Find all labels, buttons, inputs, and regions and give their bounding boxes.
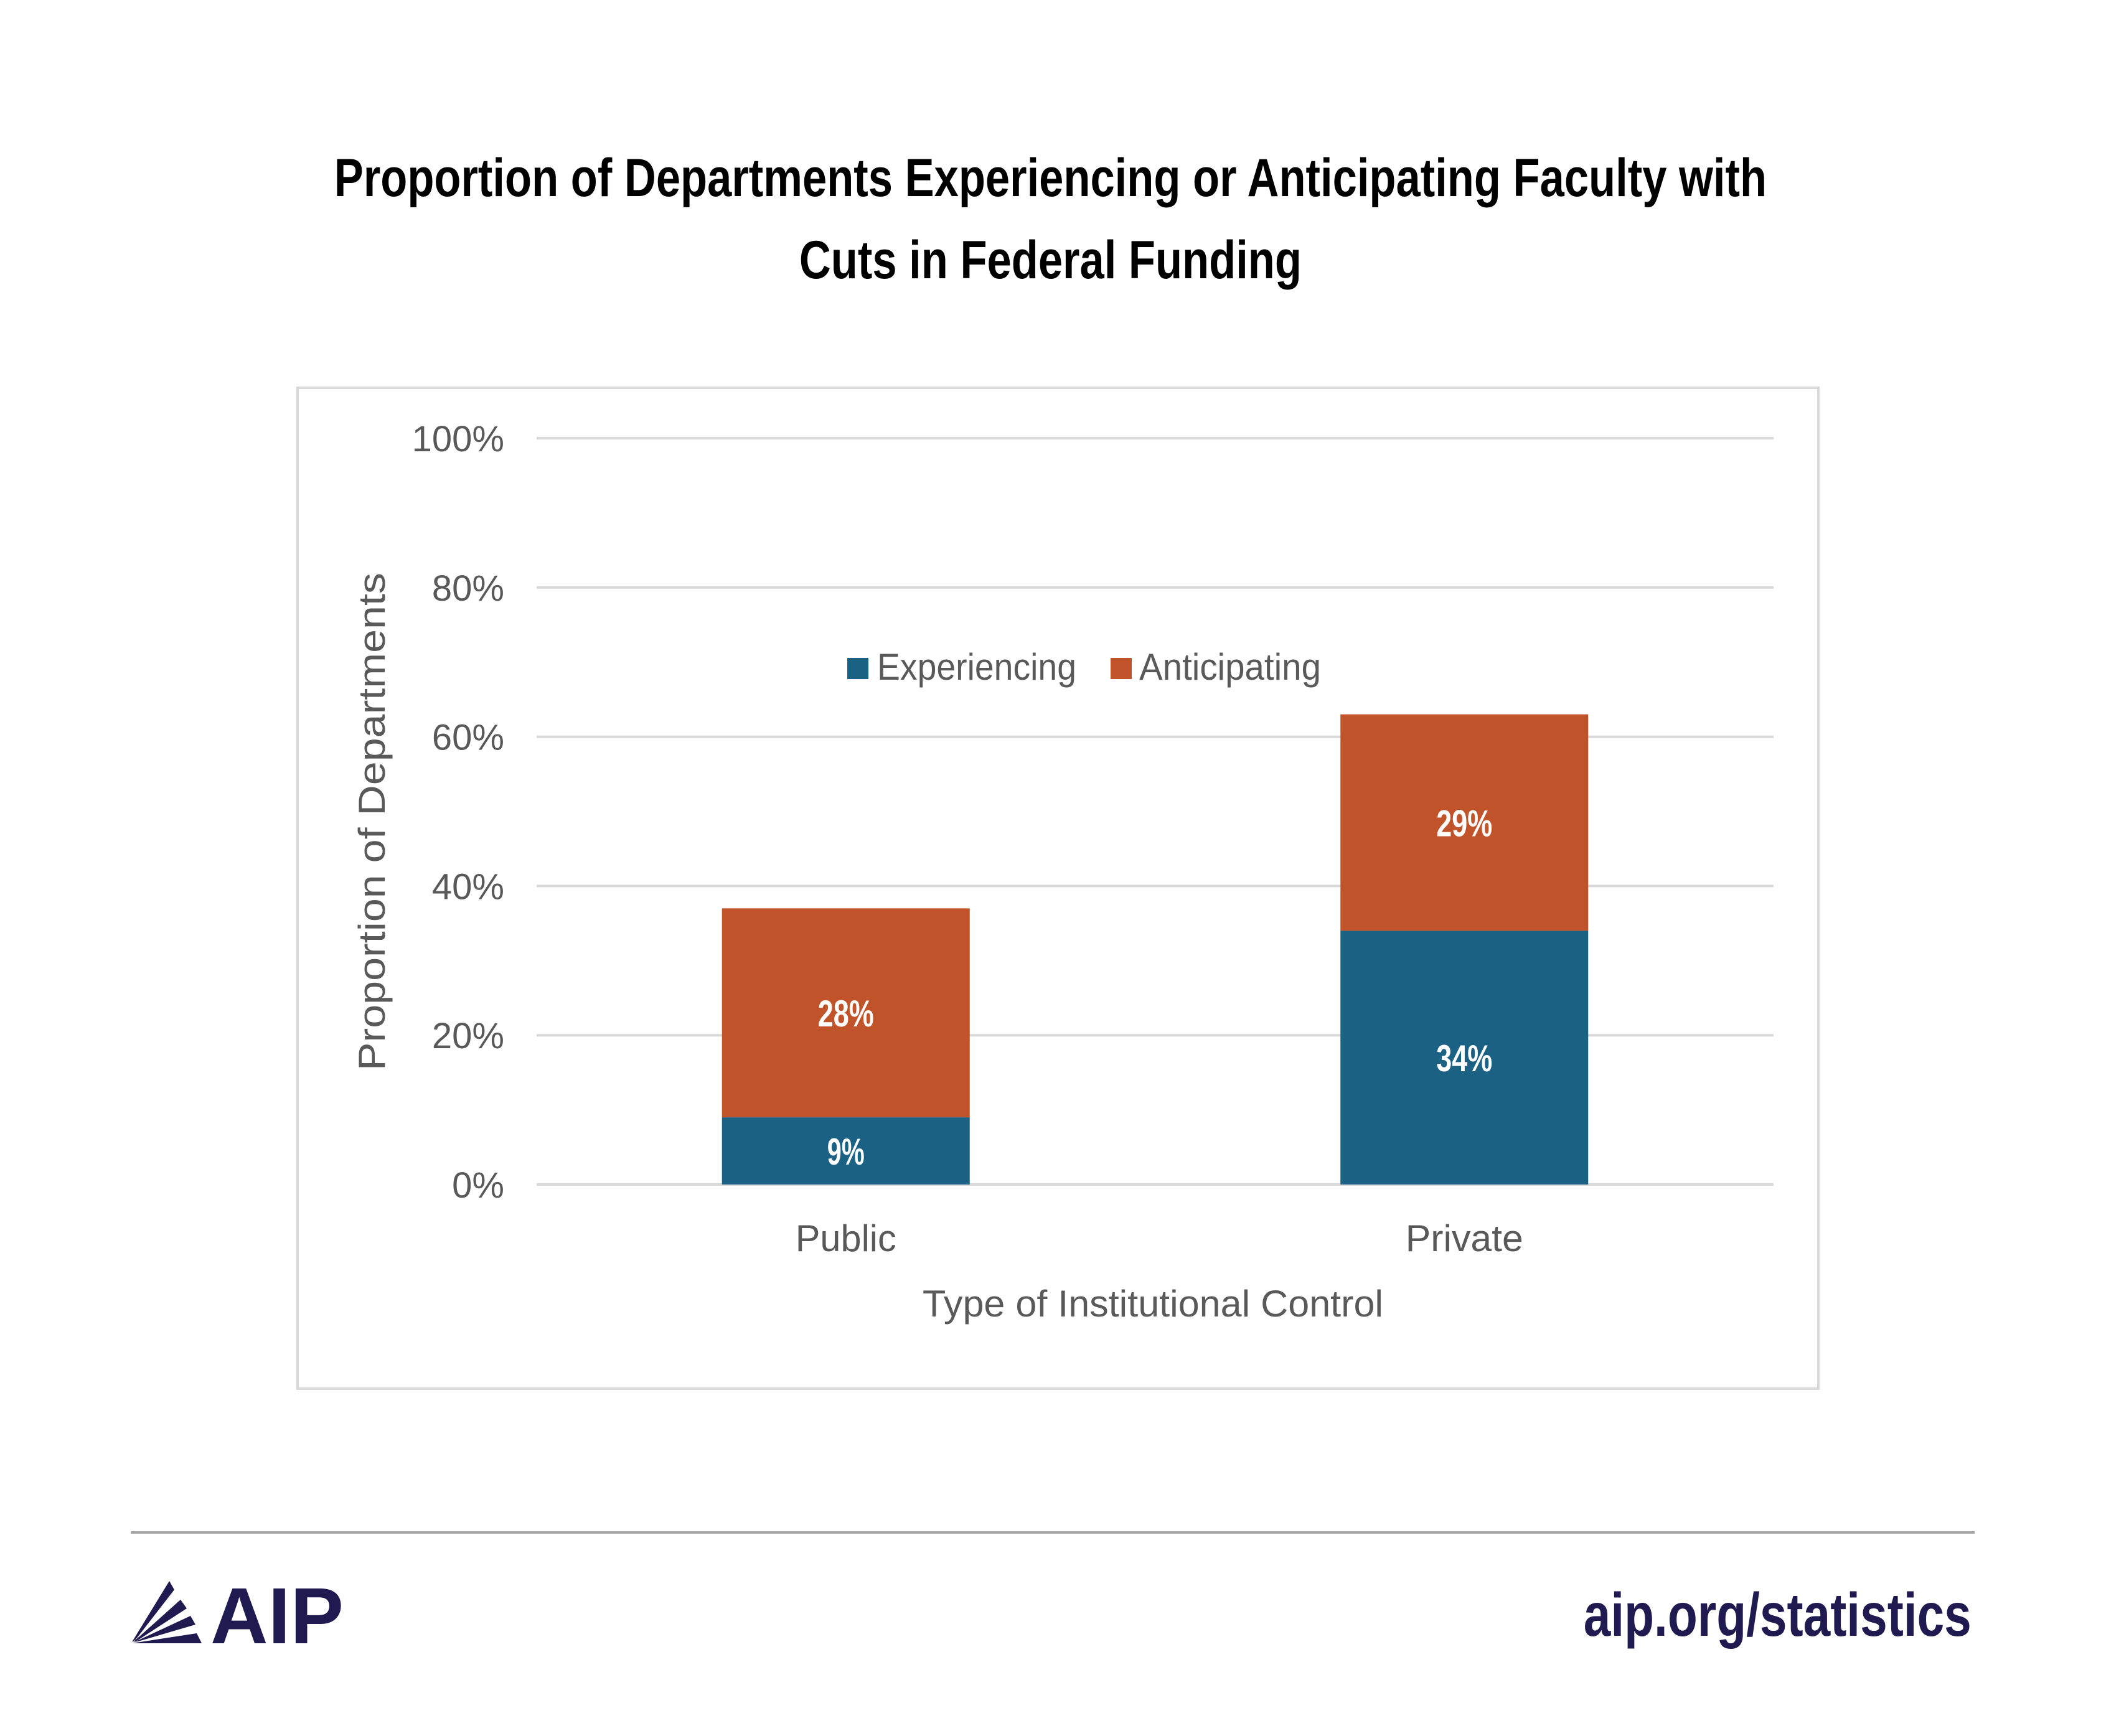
chart-title-line-2: Cuts in Federal Funding [799, 230, 1302, 290]
legend-item-anticipating: Anticipating [1111, 646, 1321, 688]
bar-private-anticipating [1340, 714, 1589, 931]
x-axis-title: Type of Institutional Control [923, 1283, 1383, 1325]
data-label-private-anticipating: 29% [1436, 802, 1492, 844]
x-tick-labels: Public Private [796, 1218, 1523, 1259]
bar-private-experiencing [1340, 931, 1589, 1185]
bars [721, 714, 1589, 1185]
bar-public-anticipating [721, 908, 970, 1118]
chart-title-line-1: Proportion of Departments Experiencing o… [334, 148, 1767, 208]
legend-label-experiencing: Experiencing [877, 646, 1076, 688]
bar-data-labels: 9% 28% 34% 29% [818, 802, 1493, 1173]
aip-logo: AIP [132, 1581, 344, 1649]
legend-item-experiencing: Experiencing [847, 646, 1076, 688]
x-tick-label-private: Private [1406, 1218, 1523, 1259]
x-tick-label-public: Public [796, 1218, 896, 1259]
y-axis-title: Proportion of Departments [351, 573, 393, 1071]
y-tick-label-80: 80% [432, 568, 504, 609]
y-tick-labels: 0% 20% 40% 60% 80% 100% [412, 419, 504, 1206]
bar-public-experiencing [721, 1117, 970, 1185]
y-tick-label-100: 100% [412, 419, 504, 459]
website-link[interactable]: aip.org/statistics [1583, 1580, 1972, 1649]
chart-title: Proportion of Departments Experiencing o… [189, 137, 1912, 301]
y-tick-label-0: 0% [452, 1165, 504, 1206]
y-tick-label-60: 60% [432, 718, 504, 758]
data-label-private-experiencing: 34% [1436, 1038, 1492, 1079]
legend: Experiencing Anticipating [847, 646, 1321, 688]
data-label-public-anticipating: 28% [818, 993, 874, 1035]
legend-swatch-anticipating [1111, 658, 1132, 679]
aip-logo-text: AIP [210, 1581, 344, 1649]
footer-divider [131, 1531, 1975, 1534]
y-tick-label-20: 20% [432, 1016, 504, 1056]
data-label-public-experiencing: 9% [827, 1131, 865, 1173]
legend-label-anticipating: Anticipating [1139, 646, 1321, 688]
y-tick-label-40: 40% [432, 866, 504, 907]
legend-swatch-experiencing [847, 658, 868, 679]
aip-fan-icon [132, 1581, 202, 1643]
